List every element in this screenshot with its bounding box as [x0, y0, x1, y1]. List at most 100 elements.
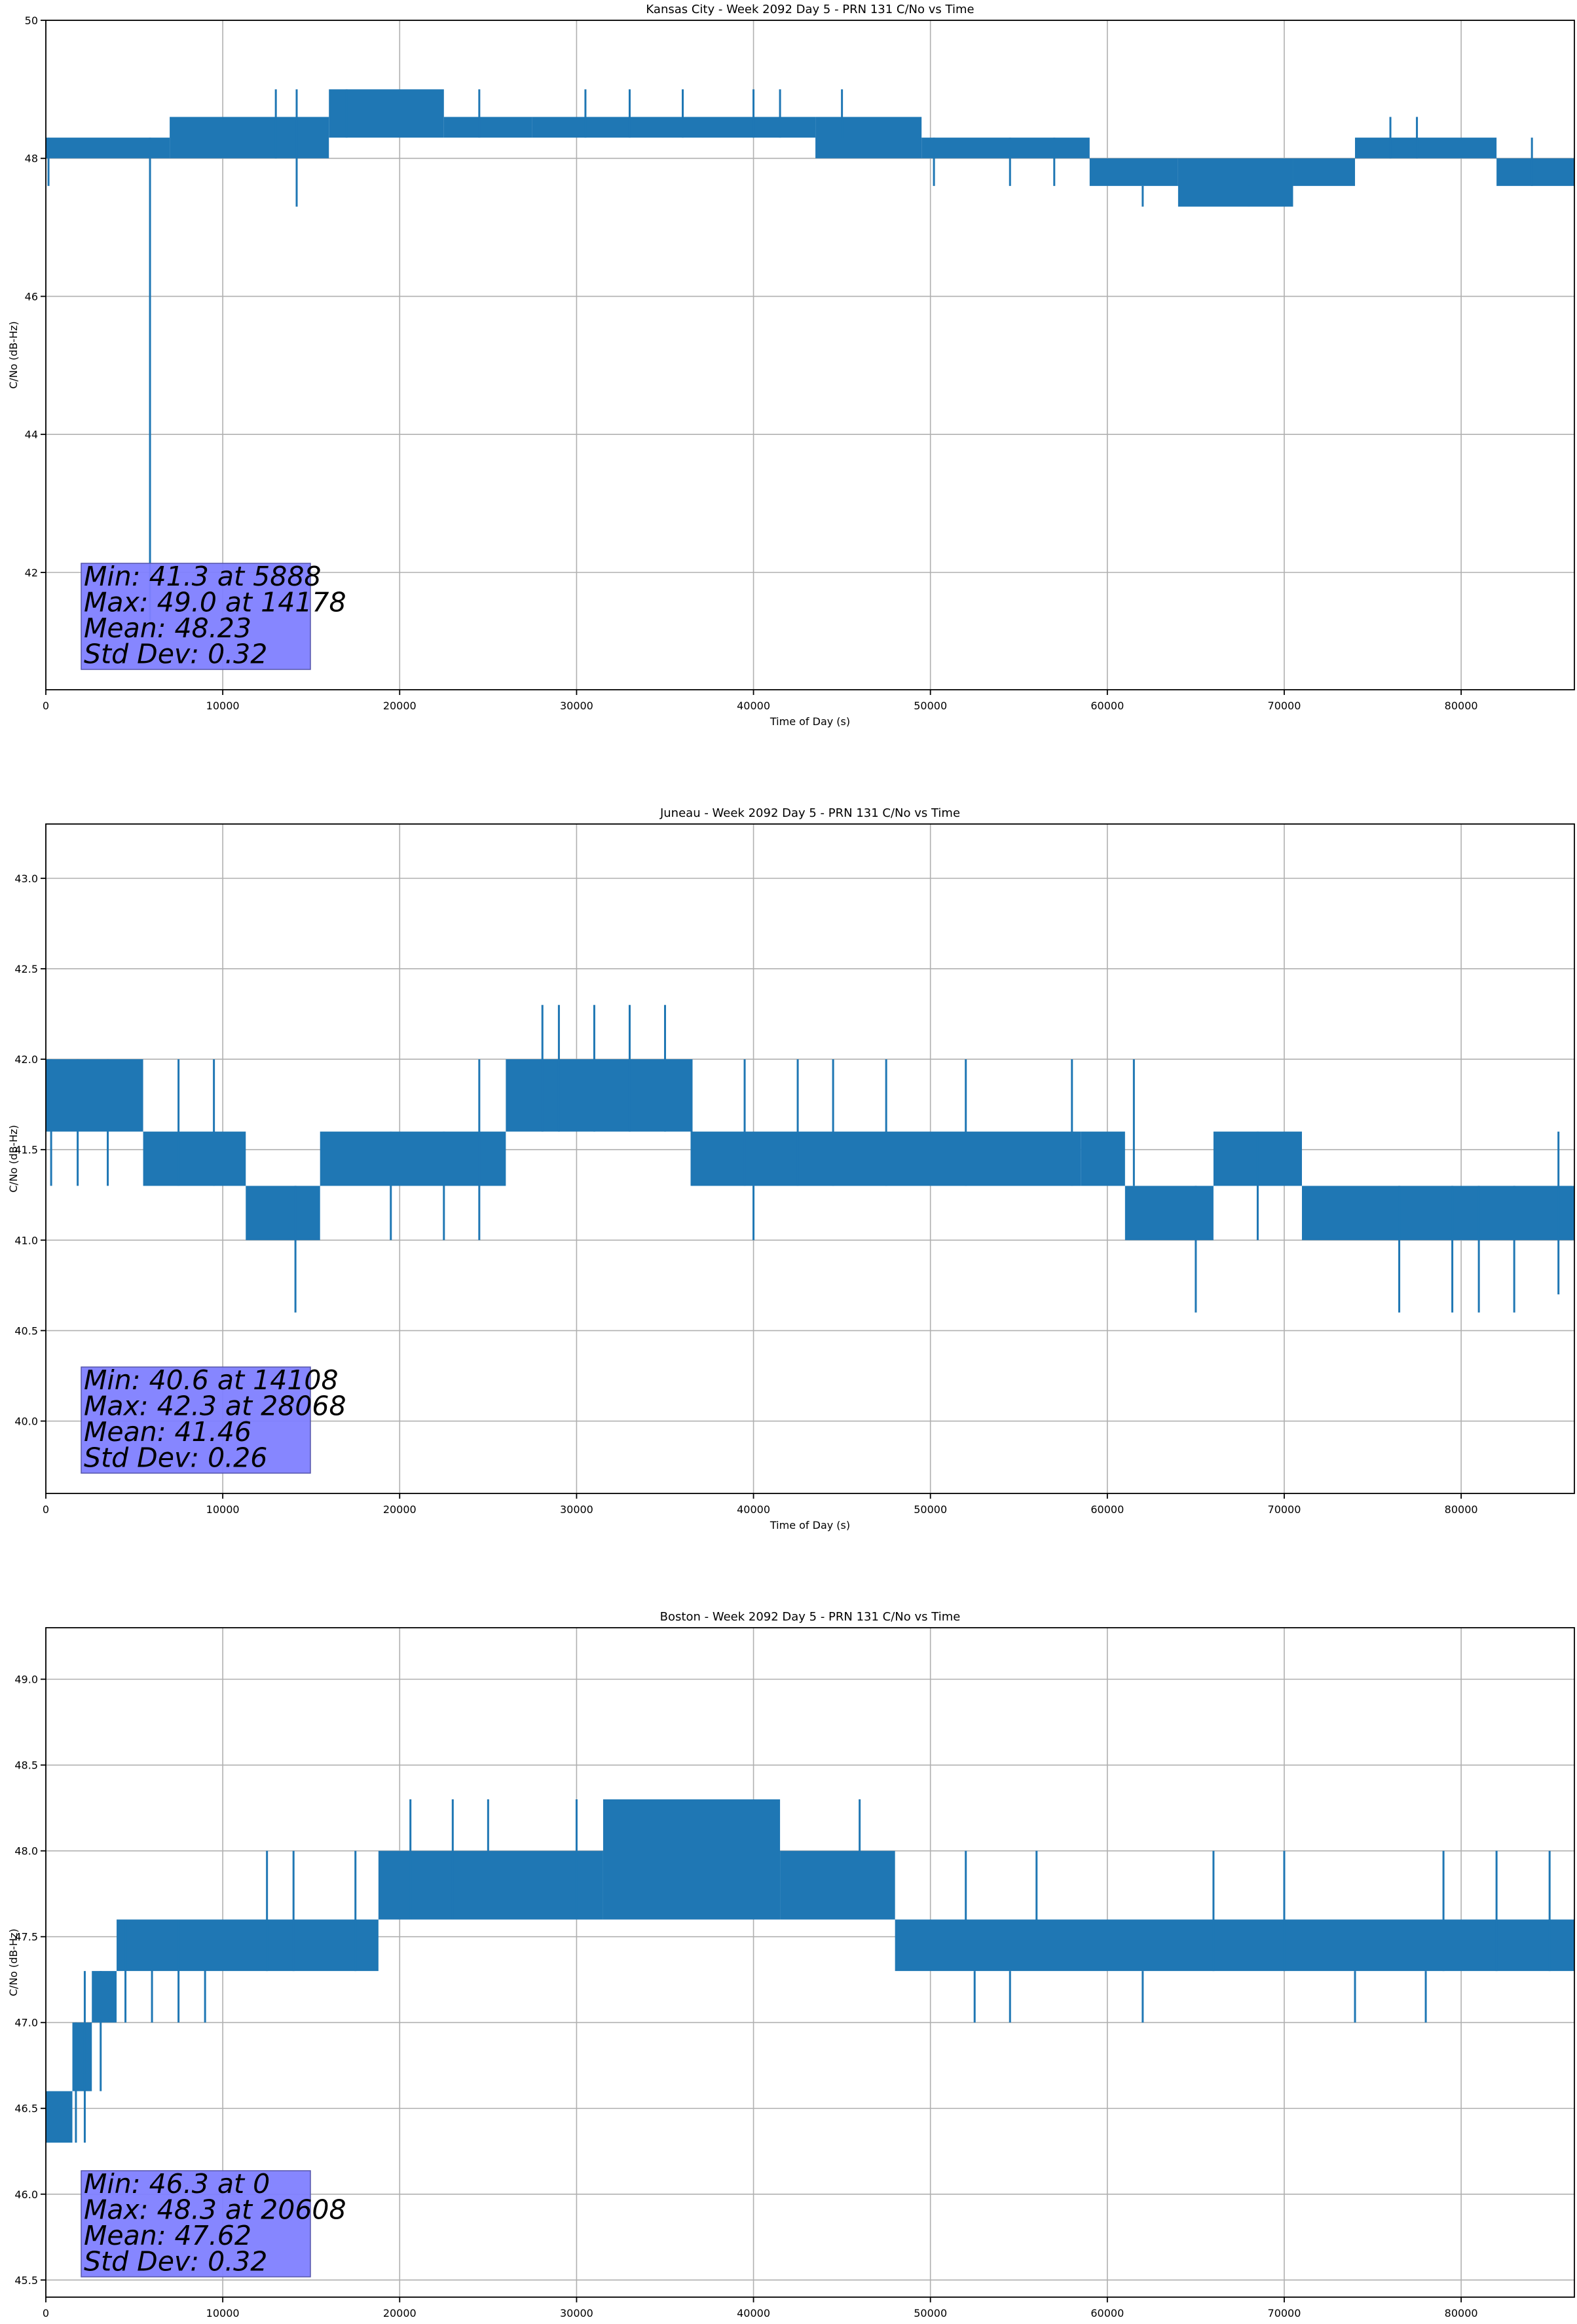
x-tick-label: 0 [43, 700, 49, 712]
y-axis-label: C/No (dB-Hz) [7, 1928, 20, 1996]
x-tick-label: 70000 [1268, 1503, 1301, 1516]
stats-line: Max: 42.3 at 28068 [84, 1391, 346, 1422]
y-tick-label: 42.5 [14, 963, 38, 975]
data-band [443, 117, 532, 138]
y-tick-label: 44 [25, 428, 38, 441]
x-tick-label: 50000 [914, 1503, 947, 1516]
chart-title: Boston - Week 2092 Day 5 - PRN 131 C/No … [660, 1610, 961, 1624]
x-tick-label: 40000 [737, 700, 770, 712]
x-tick-label: 40000 [737, 2307, 770, 2319]
x-tick-label: 80000 [1445, 700, 1478, 712]
y-tick-label: 46.0 [14, 2188, 38, 2201]
x-tick-label: 10000 [206, 2307, 240, 2319]
y-axis-label: C/No (dB-Hz) [7, 321, 20, 388]
x-tick-label: 80000 [1445, 1503, 1478, 1516]
x-tick-label: 30000 [560, 2307, 593, 2319]
data-band [1301, 1186, 1574, 1241]
stats-line: Min: 46.3 at 0 [84, 2168, 270, 2200]
y-tick-label: 40.0 [14, 1415, 38, 1428]
x-axis-label: Time of Day (s) [770, 2323, 850, 2324]
data-band [46, 138, 170, 159]
y-tick-label: 43.0 [14, 872, 38, 885]
stats-line: Mean: 47.62 [84, 2220, 251, 2251]
x-tick-label: 20000 [383, 1503, 417, 1516]
y-tick-label: 49.0 [14, 1674, 38, 1686]
data-band [1496, 158, 1574, 186]
data-band [92, 1971, 117, 2023]
x-tick-label: 60000 [1090, 1503, 1124, 1516]
y-tick-label: 48.0 [14, 1845, 38, 1858]
y-tick-label: 47.5 [14, 1931, 38, 1943]
axes-frame [45, 823, 1575, 1494]
stats-line: Mean: 41.46 [84, 1416, 251, 1448]
data-band [506, 1059, 692, 1132]
data-band [895, 1919, 1574, 1972]
stats-line: Max: 48.3 at 20608 [84, 2194, 346, 2226]
y-tick-label: 41.5 [14, 1144, 38, 1156]
x-tick-label: 20000 [383, 700, 417, 712]
data-band [1178, 158, 1293, 207]
data-band [1355, 138, 1497, 159]
x-tick-label: 70000 [1268, 700, 1301, 712]
x-tick-label: 60000 [1090, 700, 1124, 712]
y-tick-label: 40.5 [14, 1324, 38, 1337]
chart-panel-1: 0 10000 20000 30000 40000 50000 60000 70000 8000… [7, 3, 1575, 728]
data-band [329, 89, 444, 138]
data-band [815, 117, 922, 159]
axes-frame [45, 1627, 1575, 2298]
y-tick-label: 48 [25, 153, 38, 165]
x-tick-label: 20000 [383, 2307, 417, 2319]
x-tick-label: 10000 [206, 700, 240, 712]
y-tick-label: 48.5 [14, 1759, 38, 1772]
stats-line: Min: 40.6 at 14108 [84, 1364, 339, 1396]
series-line [46, 89, 1574, 621]
stats-line: Std Dev: 0.32 [84, 639, 267, 670]
y-tick-label: 47.0 [14, 2017, 38, 2029]
stats-box [81, 1366, 311, 1474]
y-axis-label: C/No (dB-Hz) [7, 1125, 20, 1192]
x-tick-label: 50000 [914, 2307, 947, 2319]
y-tick-label: 41.0 [14, 1234, 38, 1246]
chart-panel-3: 0 10000 20000 30000 40000 50000 60000 70000 8000… [7, 1610, 1575, 2324]
data-band [117, 1919, 379, 1972]
data-band [46, 1059, 143, 1132]
x-tick-label: 50000 [914, 700, 947, 712]
x-tick-label: 30000 [560, 1503, 593, 1516]
data-band [532, 117, 816, 138]
stats-box [81, 2170, 311, 2277]
chart-panels: 0 10000 20000 30000 40000 50000 60000 70000 8000… [7, 3, 1575, 2324]
data-band [1089, 158, 1178, 186]
x-tick-label: 70000 [1268, 2307, 1301, 2319]
data-band [1293, 158, 1356, 186]
data-band [46, 2091, 73, 2143]
x-tick-label: 30000 [560, 700, 593, 712]
axes-frame [45, 20, 1575, 690]
stats-line: Mean: 48.23 [84, 612, 251, 644]
x-axis-label: Time of Day (s) [770, 1519, 850, 1531]
y-tick-label: 42.0 [14, 1053, 38, 1066]
y-tick-label: 50 [25, 14, 38, 27]
x-tick-label: 40000 [737, 1503, 770, 1516]
x-tick-label: 0 [43, 1503, 49, 1516]
data-band [170, 117, 329, 159]
y-tick-label: 46.5 [14, 2103, 38, 2115]
data-band [246, 1186, 320, 1241]
data-band [1081, 1131, 1125, 1186]
x-axis-label: Time of Day (s) [770, 715, 850, 728]
chart-title: Juneau - Week 2092 Day 5 - PRN 131 C/No … [659, 806, 960, 820]
stats-box [81, 563, 311, 670]
chart-panel-2: 0 10000 20000 30000 40000 50000 60000 70000 8000… [7, 806, 1575, 1531]
data-band [378, 1850, 603, 1920]
stats-line: Std Dev: 0.32 [84, 2246, 267, 2277]
series-line [46, 1005, 1574, 1313]
data-band [320, 1131, 506, 1186]
y-tick-label: 42 [25, 567, 38, 579]
y-tick-label: 46 [25, 290, 38, 303]
stats-line: Min: 41.3 at 5888 [84, 561, 322, 592]
x-tick-label: 0 [43, 2307, 49, 2319]
chart-title: Kansas City - Week 2092 Day 5 - PRN 131 … [646, 3, 974, 16]
